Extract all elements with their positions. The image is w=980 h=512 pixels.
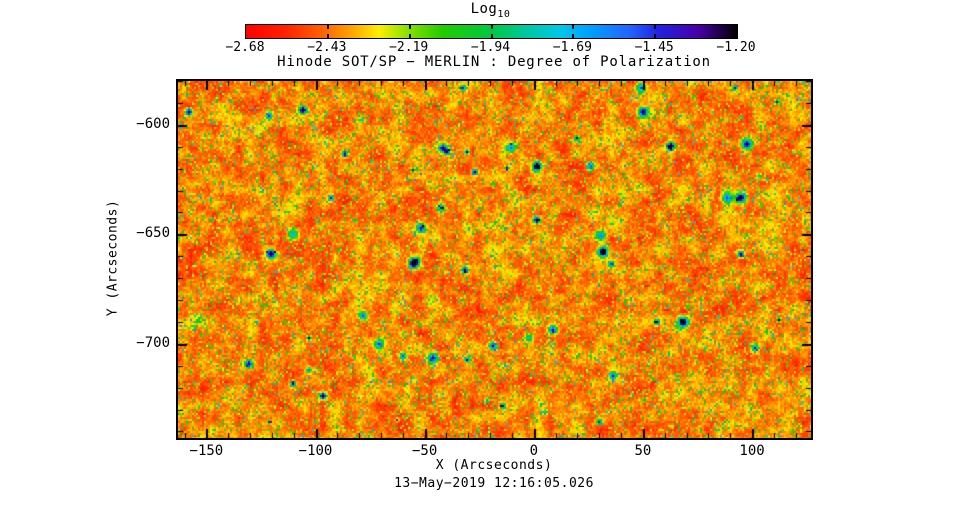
plot-title: Hinode SOT/SP − MERLIN : Degree of Polar… (277, 54, 711, 70)
colorbar-tick (326, 25, 329, 29)
colorbar-tick-label: −1.94 (470, 40, 511, 55)
colorbar-tick (408, 25, 411, 29)
colorbar-tick (490, 34, 493, 38)
colorbar (245, 24, 738, 39)
x-tick-label: 0 (529, 443, 538, 459)
x-axis-label: X (Arcseconds) (435, 458, 553, 473)
colorbar-tick (572, 34, 575, 38)
colorbar-tick-label: −1.20 (716, 40, 756, 55)
colorbar-tick (326, 34, 329, 38)
x-tick-label: −50 (411, 443, 438, 459)
colorbar-tick (408, 34, 411, 38)
colorbar-title-sub: 10 (497, 8, 511, 20)
colorbar-tick-label: −1.69 (552, 40, 592, 55)
plot-frame (176, 79, 813, 440)
colorbar-tick-label: −2.19 (389, 40, 429, 55)
x-tick-label: 50 (634, 443, 652, 459)
colorbar-title-main: Log (470, 1, 498, 17)
x-tick-label: −100 (298, 443, 333, 459)
timestamp: 13−May−2019 12:16:05.026 (394, 476, 594, 491)
y-tick-label: −700 (136, 334, 170, 351)
colorbar-tick-label: −1.45 (634, 40, 674, 55)
x-tick-label: −150 (189, 443, 224, 459)
y-tick-label: −600 (136, 115, 170, 132)
y-tick-label: −650 (136, 225, 170, 242)
x-tick-label: 100 (739, 443, 765, 459)
colorbar-title: Log10 (245, 1, 736, 20)
heatmap-canvas (178, 81, 811, 438)
colorbar-tick-label: −2.68 (225, 40, 265, 55)
colorbar-tick-label: −2.43 (307, 40, 347, 55)
colorbar-tick (572, 25, 575, 29)
y-axis-label: Y (Arcseconds) (105, 199, 121, 317)
colorbar-tick (490, 25, 493, 29)
colorbar-tick (654, 34, 657, 38)
colorbar-tick (654, 25, 657, 29)
